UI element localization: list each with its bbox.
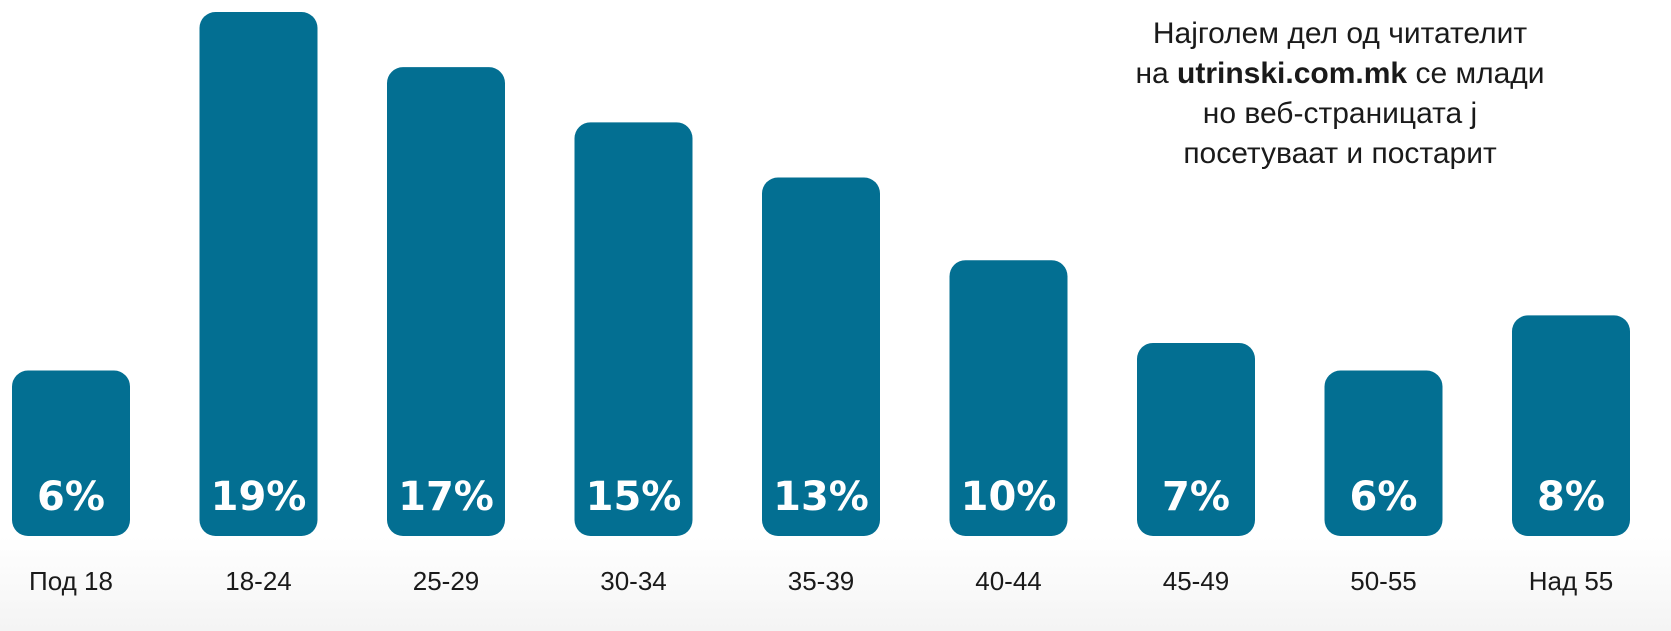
bar-5 [762, 177, 880, 536]
bar-value-label-3: 17% [398, 474, 494, 520]
bar-9 [1512, 315, 1630, 536]
bar-value-label-2: 19% [211, 474, 307, 520]
annotation-line-2-prefix: на [1135, 57, 1178, 90]
annotation-line-2-suffix: се млади [1407, 57, 1545, 90]
annotation-line-1: Најголем дел од читателит [1152, 17, 1528, 50]
x-tick-labels-layer: Под 18 18-24 25-29 30-34 35-39 40-44 45-49 50-5… [29, 566, 1613, 596]
bar-3 [387, 67, 505, 536]
bar-2 [199, 12, 318, 536]
value-labels-layer: 6% 19% 17% 15% 13% 10% 7% 6% 8% [37, 474, 1605, 520]
x-tick-label-2: 18-24 [225, 566, 292, 596]
x-tick-label-4: 30-34 [600, 566, 667, 596]
x-tick-label-3: 25-29 [413, 566, 480, 596]
bar-value-label-9: 8% [1537, 474, 1605, 520]
bar-1 [12, 370, 130, 536]
annotation-line-4: посетуваат и постарит [1183, 137, 1497, 170]
bar-8 [1324, 370, 1443, 536]
bar-value-label-8: 6% [1350, 474, 1418, 520]
x-tick-label-7: 45-49 [1163, 566, 1230, 596]
annotation-line-2: на utrinski.com.mk се млади [980, 54, 1671, 94]
bar-value-label-6: 10% [961, 474, 1057, 520]
bars-layer [12, 12, 1630, 536]
annotation-site-name: utrinski.com.mk [1177, 57, 1408, 90]
bar-6 [949, 260, 1068, 536]
x-tick-label-1: Под 18 [29, 566, 113, 596]
bar-4 [574, 122, 693, 536]
bar-value-label-1: 6% [37, 474, 105, 520]
bar-value-label-7: 7% [1162, 474, 1230, 520]
x-tick-label-5: 35-39 [788, 566, 855, 596]
bar-value-label-4: 15% [586, 474, 682, 520]
x-tick-label-8: 50-55 [1350, 566, 1417, 596]
chart-annotation: Најголем дел од читателит на utrinski.co… [980, 14, 1671, 174]
annotation-line-3: но веб-страницата ј [1202, 97, 1478, 130]
x-tick-label-9: Над 55 [1529, 566, 1614, 596]
x-tick-label-6: 40-44 [975, 566, 1042, 596]
bar-value-label-5: 13% [773, 474, 869, 520]
bar-7 [1137, 342, 1255, 536]
